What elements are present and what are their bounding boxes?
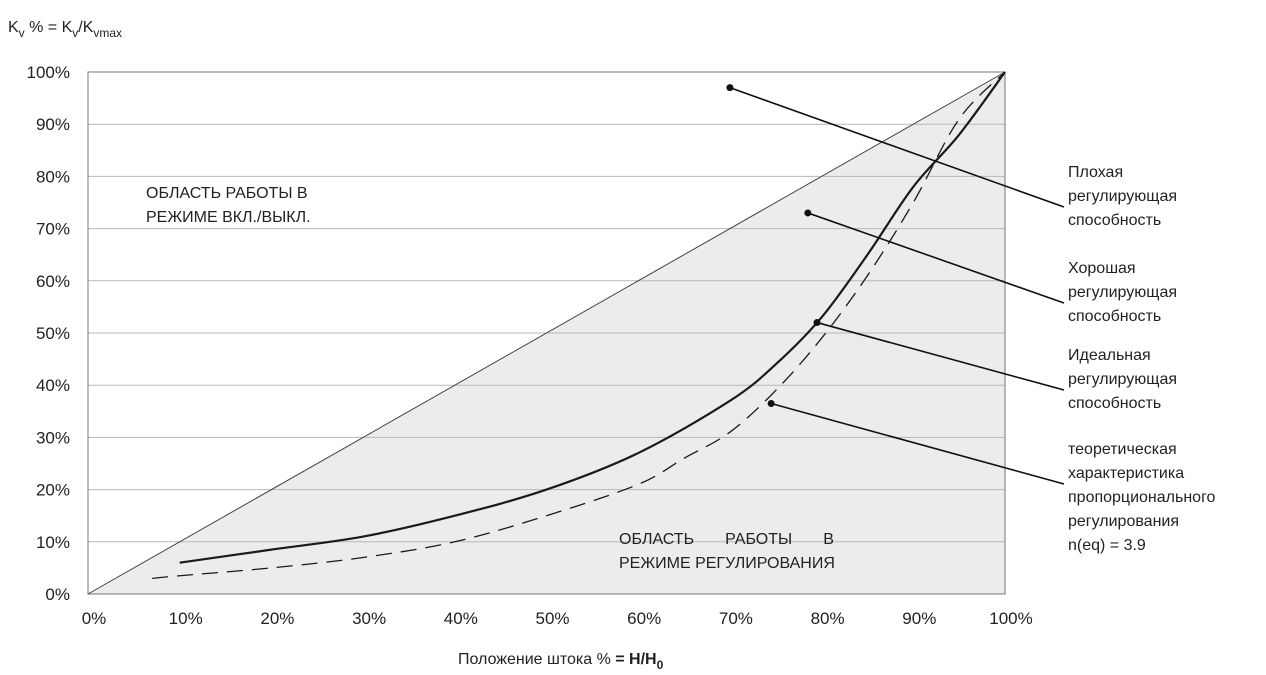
annotation-dot (813, 319, 821, 327)
annotation-text: Идеальная (1068, 347, 1151, 364)
y-tick-label: 100% (27, 63, 70, 82)
y-label-sub2: v (72, 26, 78, 40)
annotation-text: способность (1068, 212, 1161, 229)
x-label-eq: = H/H (615, 651, 656, 668)
y-tick-label: 90% (36, 115, 70, 134)
annotation-text: способность (1068, 395, 1161, 412)
region-onoff-line1: ОБЛАСТЬ РАБОТЫ В (146, 185, 308, 202)
gridlines (88, 123, 1005, 543)
annotation-text: характеристика (1068, 465, 1184, 482)
x-label-sub: 0 (657, 658, 664, 672)
y-tick-label: 80% (36, 167, 70, 186)
annotation-text: n(eq) = 3.9 (1068, 537, 1146, 554)
svg-text:Kv % = Kv/Kvmax: Kv % = Kv/Kvmax (8, 19, 122, 40)
y-label-mid: % = K (25, 19, 73, 36)
y-tick-label: 0% (45, 585, 70, 604)
region-regulating-line2: РЕЖИМЕ РЕГУЛИРОВАНИЯ (619, 555, 835, 572)
annotation-leader (770, 402, 1065, 485)
x-tick-label: 90% (902, 609, 936, 628)
annotation-dot (804, 209, 812, 217)
series-line-solid (179, 71, 1006, 564)
x-tick-label: 70% (719, 609, 753, 628)
annotation-text: пропорционального (1068, 489, 1216, 506)
x-tick-labels: 0% 10% 20% 30% 40% 50% 60% 70% 80% 90% 100% (82, 609, 1033, 628)
y-tick-label: 70% (36, 220, 70, 239)
annotation-text: регулирующая (1068, 371, 1177, 388)
annotations: Плохая регулирующая способность Хорошая регу… (726, 84, 1216, 554)
y-tick-label: 60% (36, 272, 70, 291)
x-axis-label: Положение штока % = H/H0 (458, 651, 664, 672)
annotation-text: способность (1068, 308, 1161, 325)
series-line-linear (87, 71, 1006, 595)
x-tick-label: 100% (989, 609, 1032, 628)
x-tick-label: 10% (169, 609, 203, 628)
y-tick-label: 50% (36, 324, 70, 343)
annotation-leader (816, 321, 1065, 391)
y-tick-label: 40% (36, 376, 70, 395)
plot-frame (87, 71, 1006, 595)
x-tick-label: 30% (352, 609, 386, 628)
annotation-text: регулирующая (1068, 284, 1177, 301)
x-tick-label: 0% (82, 609, 107, 628)
region-regulating-label: ОБЛАСТЬ РАБОТЫ В РЕЖИМЕ РЕГУЛИРОВАНИЯ (619, 531, 835, 572)
annotation-text: Плохая (1068, 164, 1123, 181)
series-line-dashed (152, 71, 1006, 579)
annotation-leader (807, 212, 1065, 304)
y-tick-label: 10% (36, 533, 70, 552)
y-tick-label: 20% (36, 481, 70, 500)
svg-text:Положение штока % = H/H0: Положение штока % = H/H0 (458, 651, 664, 672)
series-lines (87, 71, 1006, 595)
x-tick-label: 60% (627, 609, 661, 628)
y-label-slash: /K (78, 19, 93, 36)
annotation-text: Хорошая (1068, 260, 1136, 277)
x-tick-label: 50% (535, 609, 569, 628)
annotation-text: регулирующая (1068, 188, 1177, 205)
annotation-dot (767, 399, 775, 407)
x-tick-label: 80% (811, 609, 845, 628)
x-label-text: Положение штока % (458, 651, 615, 668)
annotation-text: теоретическая (1068, 441, 1177, 458)
y-label-sub1: v (19, 26, 25, 40)
x-tick-label: 20% (260, 609, 294, 628)
annotation-leader (729, 86, 1065, 208)
region-onoff-label: ОБЛАСТЬ РАБОТЫ В РЕЖИМЕ ВКЛ./ВЫКЛ. (146, 185, 311, 226)
region-regulating-line1: ОБЛАСТЬ РАБОТЫ В (619, 531, 834, 548)
region-onoff-line2: РЕЖИМЕ ВКЛ./ВЫКЛ. (146, 209, 311, 226)
annotation-text: регулирования (1068, 513, 1179, 530)
y-tick-labels: 0% 10% 20% 30% 40% 50% 60% 70% 80% 90% 100% (27, 63, 70, 604)
y-tick-label: 30% (36, 428, 70, 447)
y-label-sub3: vmax (93, 26, 122, 40)
x-tick-label: 40% (444, 609, 478, 628)
annotation-dot (726, 84, 734, 92)
y-label-k: K (8, 19, 19, 36)
y-axis-label: Kv % = Kv/Kvmax (8, 19, 122, 40)
